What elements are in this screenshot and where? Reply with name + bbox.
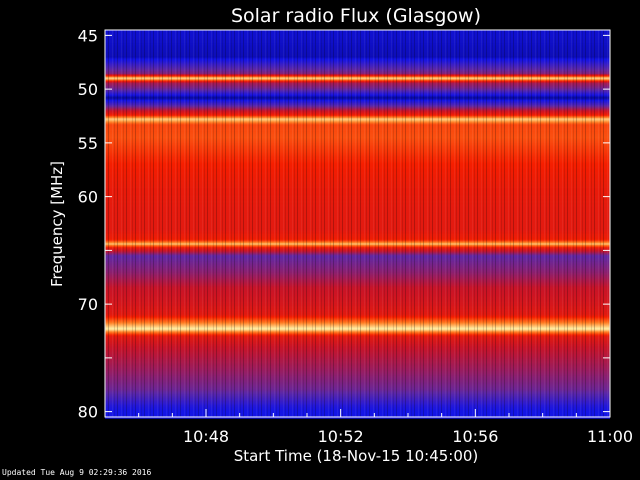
x-tick-label: 10:52: [318, 427, 364, 446]
y-tick-label: 80: [78, 403, 98, 422]
x-axis-label: Start Time (18-Nov-15 10:45:00): [234, 447, 479, 465]
y-tick-label: 55: [78, 134, 98, 153]
x-tick-label: 10:48: [183, 427, 229, 446]
plot-area: [104, 29, 611, 419]
y-axis: 45 50 55 60 70 80: [78, 26, 610, 422]
x-tick-label: 10:56: [452, 427, 498, 446]
y-tick-label: 70: [78, 295, 98, 314]
x-axis: 10:48 10:52 10:56 11:00: [138, 409, 633, 446]
y-axis-label: Frequency [MHz]: [48, 161, 66, 287]
intensity-band: [105, 417, 610, 419]
vertical-streak-texture: [105, 30, 610, 417]
x-tick-label: 11:00: [587, 427, 633, 446]
y-tick-label: 60: [78, 188, 98, 207]
plot-frame: [104, 29, 611, 418]
y-tick-label: 45: [78, 26, 98, 45]
y-tick-label: 50: [78, 80, 98, 99]
chart-title: Solar radio Flux (Glasgow): [231, 5, 481, 27]
updated-timestamp: Updated Tue Aug 9 02:29:36 2016: [2, 468, 152, 477]
